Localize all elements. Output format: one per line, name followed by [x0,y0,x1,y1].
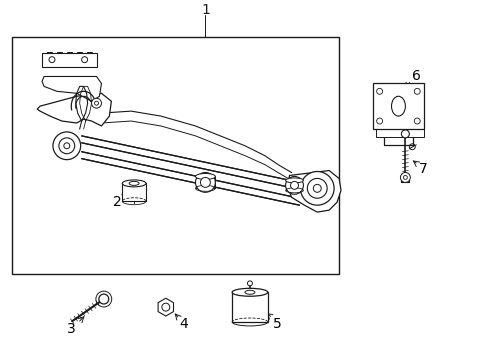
Circle shape [300,171,334,205]
Circle shape [400,172,410,183]
Bar [373,84,424,129]
Circle shape [99,294,109,304]
Circle shape [59,138,75,154]
Circle shape [247,281,252,286]
Polygon shape [158,298,173,316]
Ellipse shape [196,174,215,179]
Ellipse shape [122,180,146,187]
Polygon shape [42,76,101,101]
Polygon shape [82,136,299,205]
Text: 7: 7 [419,162,428,176]
Ellipse shape [286,178,303,183]
Circle shape [401,130,409,138]
Bar [376,129,424,137]
Text: 3: 3 [68,322,76,336]
Text: 5: 5 [273,317,282,331]
Circle shape [291,181,298,189]
Bar [196,176,215,188]
Text: 1: 1 [201,3,210,17]
Polygon shape [288,171,341,212]
Polygon shape [37,93,111,126]
Bar [286,180,303,190]
Bar [232,292,268,322]
Bar [42,53,97,67]
Circle shape [200,177,210,187]
Text: 4: 4 [179,317,188,331]
Circle shape [92,98,101,108]
Bar [122,183,146,201]
Circle shape [53,132,81,159]
Ellipse shape [232,288,268,296]
Circle shape [307,179,327,198]
Circle shape [286,176,303,194]
Bar [12,37,339,274]
Text: 6: 6 [412,69,421,84]
Circle shape [196,172,215,192]
Text: 2: 2 [113,195,122,209]
